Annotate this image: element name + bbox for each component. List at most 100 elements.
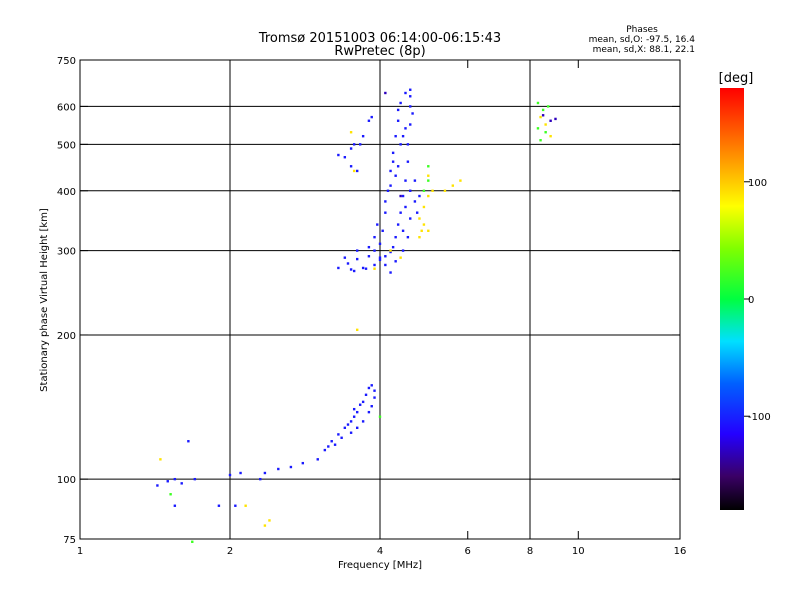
data-point: [401, 229, 405, 232]
data-point: [399, 211, 402, 214]
data-point: [396, 119, 400, 122]
data-point: [355, 328, 359, 332]
data-point: [355, 426, 359, 430]
data-point: [401, 194, 405, 198]
data-point: [399, 143, 402, 146]
data-point: [337, 153, 340, 157]
data-point: [394, 260, 397, 263]
data-point: [343, 426, 347, 430]
data-point: [427, 229, 430, 232]
data-point: [394, 235, 397, 239]
x-tick-label: 10: [572, 546, 585, 557]
y-tick-labels: 75 100 200 300 400 500 600 750: [57, 56, 76, 546]
data-point: [373, 263, 376, 267]
data-point: [352, 407, 356, 411]
data-point: [394, 174, 397, 177]
data-point: [349, 268, 353, 271]
x-tick-label: 6: [465, 546, 471, 557]
colorbar-tick-label: 100: [748, 178, 767, 189]
x-tick-label: 4: [377, 546, 383, 557]
data-point: [378, 415, 382, 418]
data-point: [389, 184, 392, 187]
y-tick-label: 600: [57, 102, 76, 113]
x-tick-label: 2: [227, 546, 233, 557]
y-axis-label: Stationary phase Virtual Height [km]: [39, 208, 50, 392]
data-point: [384, 263, 387, 267]
colorbar-ticks: 100 0 -100: [744, 178, 771, 423]
data-point: [409, 123, 412, 126]
data-point: [409, 95, 412, 98]
data-point: [234, 504, 237, 507]
data-point: [399, 101, 402, 105]
y-tick-label: 100: [57, 475, 76, 486]
data-point: [404, 91, 407, 95]
data-point: [404, 127, 407, 130]
data-point: [413, 179, 417, 182]
data-point: [549, 134, 552, 138]
data-point: [399, 194, 402, 198]
data-point: [427, 165, 430, 168]
data-point: [389, 169, 392, 173]
data-point: [546, 105, 550, 108]
data-point: [330, 440, 333, 443]
data-point: [173, 504, 177, 507]
data-point: [364, 393, 368, 397]
data-point: [378, 256, 382, 259]
data-point: [180, 482, 183, 485]
data-point: [361, 266, 365, 270]
data-point: [422, 223, 426, 226]
y-tick-label: 75: [63, 535, 76, 546]
data-point: [333, 443, 337, 446]
data-point: [391, 160, 395, 163]
data-point: [361, 134, 365, 138]
y-tick-label: 750: [57, 56, 76, 67]
data-point: [355, 410, 359, 414]
x-axis-label: Frequency [MHz]: [338, 560, 422, 571]
data-point: [268, 519, 271, 522]
data-point: [355, 257, 359, 261]
data-point: [409, 189, 412, 192]
phase-info-heading: Phases: [626, 25, 658, 35]
phase-info-o-mode: mean, sd,O: -97.5, 16.4: [589, 35, 696, 45]
y-tick-label: 400: [57, 187, 76, 198]
data-point: [554, 117, 557, 121]
data-point: [541, 108, 545, 112]
data-point: [389, 250, 392, 254]
data-point: [413, 200, 417, 203]
data-point: [431, 189, 434, 192]
data-point: [404, 179, 407, 182]
x-tick-label: 16: [674, 546, 687, 557]
phase-info-x-mode: mean, sd,X: 88.1, 22.1: [593, 45, 695, 55]
data-point: [420, 229, 423, 232]
data-point: [239, 471, 242, 475]
grid-lines: [80, 60, 680, 539]
data-point: [352, 143, 356, 146]
data-point: [187, 440, 190, 443]
data-point: [451, 184, 455, 187]
data-point: [549, 119, 552, 122]
data-point: [361, 420, 365, 423]
data-point: [406, 235, 410, 239]
data-point: [378, 242, 382, 245]
data-point: [409, 88, 412, 91]
data-point: [394, 134, 397, 138]
y-tick-label: 200: [57, 331, 76, 342]
data-point: [459, 179, 462, 182]
data-point: [389, 249, 392, 252]
data-point: [367, 245, 371, 249]
data-point: [340, 436, 343, 439]
data-point: [370, 405, 373, 408]
data-point: [166, 480, 169, 483]
data-point: [544, 123, 547, 126]
data-point: [384, 200, 387, 203]
data-point: [259, 477, 262, 481]
data-point: [406, 143, 410, 146]
data-point: [384, 91, 387, 95]
data-point: [536, 127, 540, 130]
data-point: [352, 269, 356, 273]
data-point: [406, 160, 410, 163]
data-point: [544, 131, 547, 134]
data-point: [159, 458, 162, 461]
data-point: [156, 484, 159, 487]
